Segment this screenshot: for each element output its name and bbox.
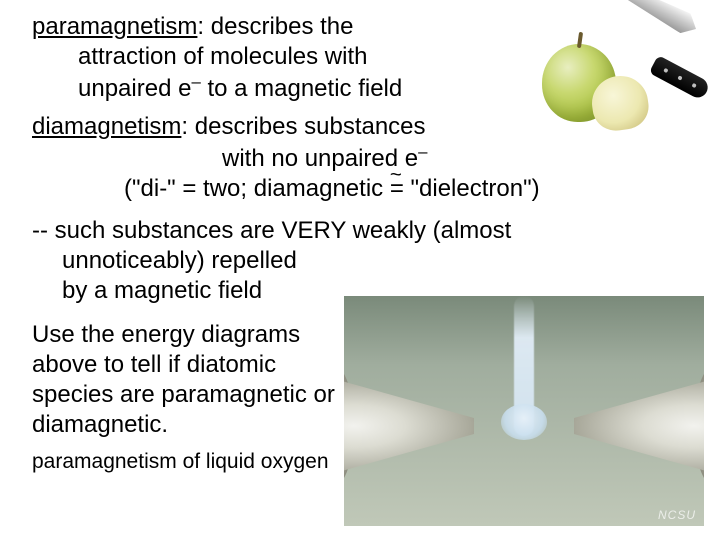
diamagnetism-line3-a: ("di-" = two; diamagnetic — [124, 175, 390, 202]
such-line1: -- such substances are VERY weakly (almo… — [32, 217, 511, 244]
pole-cone-icon — [344, 376, 474, 476]
diamagnetism-term: diamagnetism — [32, 113, 181, 140]
paramagnetism-term: paramagnetism — [32, 13, 197, 40]
approximately-equal-symbol: ~= — [390, 174, 404, 204]
use-energy-diagrams-note: Use the energy diagrams above to tell if… — [32, 320, 352, 440]
liquid-oxygen-splash-icon — [501, 404, 547, 440]
approx-tilde: ~ — [390, 163, 402, 189]
rivet-icon — [691, 83, 696, 88]
paramagnetism-superscript-minus: – — [191, 72, 200, 91]
weak-repulsion-note: -- such substances are VERY weakly (almo… — [32, 216, 696, 306]
paramagnetism-line3: unpaired e– to a magnetic field — [32, 72, 536, 104]
such-line2: unnoticeably) repelled — [32, 246, 696, 276]
apple-and-knife-image — [536, 8, 706, 138]
diamagnetism-line3-b: "dielectron") — [404, 175, 540, 202]
rivet-icon — [663, 68, 668, 73]
diamagnetism-superscript-minus: – — [418, 142, 427, 161]
magnet-pole-right-icon — [554, 366, 704, 486]
paramagnetism-rest1: : describes the — [197, 13, 353, 40]
diamagnetism-rest1: : describes substances — [181, 113, 425, 140]
diamagnetism-line2: with no unpaired e– — [32, 142, 696, 174]
diamagnetism-line2-pre: with no unpaired e — [222, 145, 418, 172]
rivet-icon — [677, 75, 682, 80]
liquid-oxygen-magnet-image: NCSU — [344, 296, 704, 526]
paramagnetism-line2: attraction of molecules with — [32, 42, 536, 72]
pole-cone-icon — [574, 376, 704, 476]
magnet-pole-left-icon — [344, 366, 494, 486]
diamagnetism-line3: ("di-" = two; diamagnetic ~= "dielectron… — [32, 174, 696, 204]
paramagnetism-line3-pre: unpaired e — [78, 75, 191, 102]
knife-handle-icon — [649, 55, 711, 101]
image-watermark: NCSU — [658, 508, 696, 522]
paramagnetism-line3-post: to a magnetic field — [201, 75, 402, 102]
